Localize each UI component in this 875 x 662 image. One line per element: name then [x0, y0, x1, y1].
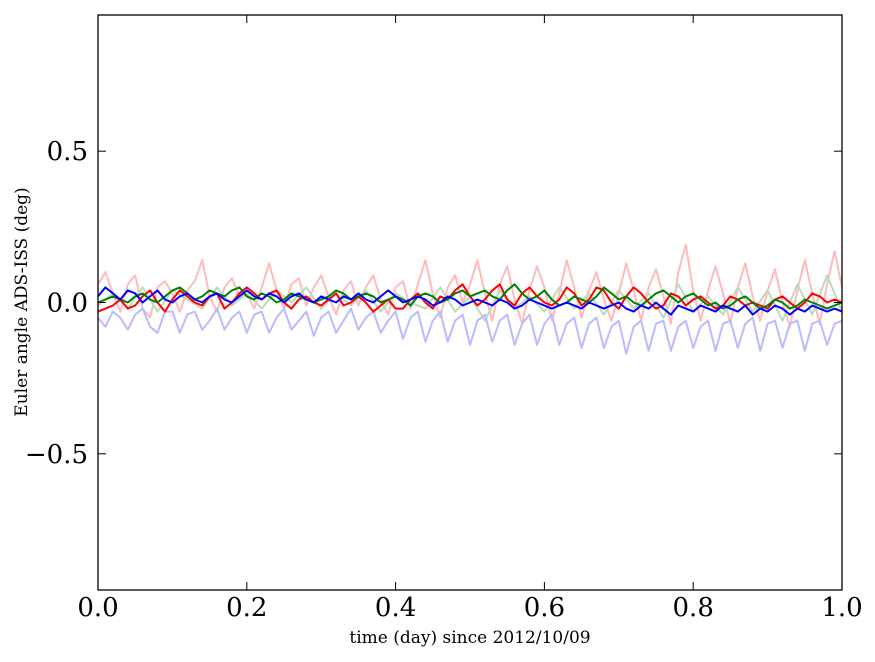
series-line-5 — [97, 283, 843, 310]
tick-layer: 0.0 0.2 0.4 0.6 0.8 1.0 0.5 0.0 −0.5 — [25, 15, 863, 623]
x-tick-label: 0.4 — [375, 593, 416, 623]
x-tick-label: 1.0 — [821, 593, 862, 623]
series-line-6 — [97, 286, 843, 316]
y-tick-label: 0.0 — [47, 289, 88, 319]
series-line-3 — [97, 307, 843, 355]
y-axis-label: Euler angle ADS-ISS (deg) — [12, 187, 32, 416]
x-axis-label: time (day) since 2012/10/09 — [349, 628, 590, 648]
y-tick-label: −0.5 — [25, 440, 88, 470]
x-tick-label: 0.8 — [673, 593, 714, 623]
x-tick-label: 0.6 — [524, 593, 565, 623]
x-tick-label: 0.0 — [77, 593, 118, 623]
y-tick-label: 0.5 — [47, 137, 88, 167]
series-layer — [97, 244, 843, 355]
x-tick-label: 0.2 — [226, 593, 267, 623]
